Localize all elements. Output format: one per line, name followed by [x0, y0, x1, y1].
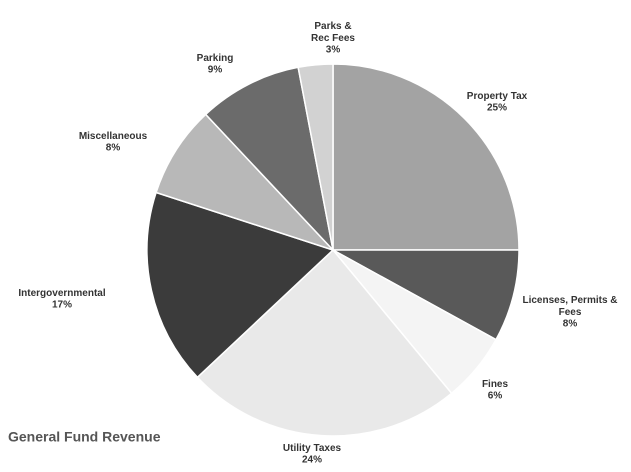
slice-label: Fines — [482, 379, 509, 390]
slice-value-label: 25% — [487, 103, 507, 114]
slice-value-label: 8% — [106, 143, 121, 154]
slice-value-label: 3% — [326, 45, 341, 56]
pie-slice — [196, 248, 453, 437]
slice-label: Parks & Rec Fees — [311, 21, 355, 44]
slice-value-label: 8% — [563, 319, 578, 330]
chart-title: General Fund Revenue — [8, 429, 161, 445]
pie-slice — [204, 66, 335, 253]
pie-slice — [332, 249, 520, 341]
slice-value-label: 17% — [52, 300, 72, 311]
slice-label: Utility Taxes — [283, 443, 342, 454]
pie-slice — [332, 63, 520, 251]
slice-value-label: 24% — [302, 455, 322, 466]
slice-label: Intergovernmental — [18, 288, 105, 299]
pie-slice — [297, 63, 334, 251]
slice-label: Miscellaneous — [79, 131, 148, 142]
slice-label: Property Tax — [467, 91, 528, 102]
slice-value-label: 6% — [488, 391, 503, 402]
pie-slice — [146, 191, 335, 379]
slice-label: Licenses, Permits & Fees — [522, 295, 617, 318]
slice-value-label: 9% — [208, 65, 223, 76]
pie-slice — [155, 113, 334, 251]
slice-label: Parking — [197, 53, 234, 64]
